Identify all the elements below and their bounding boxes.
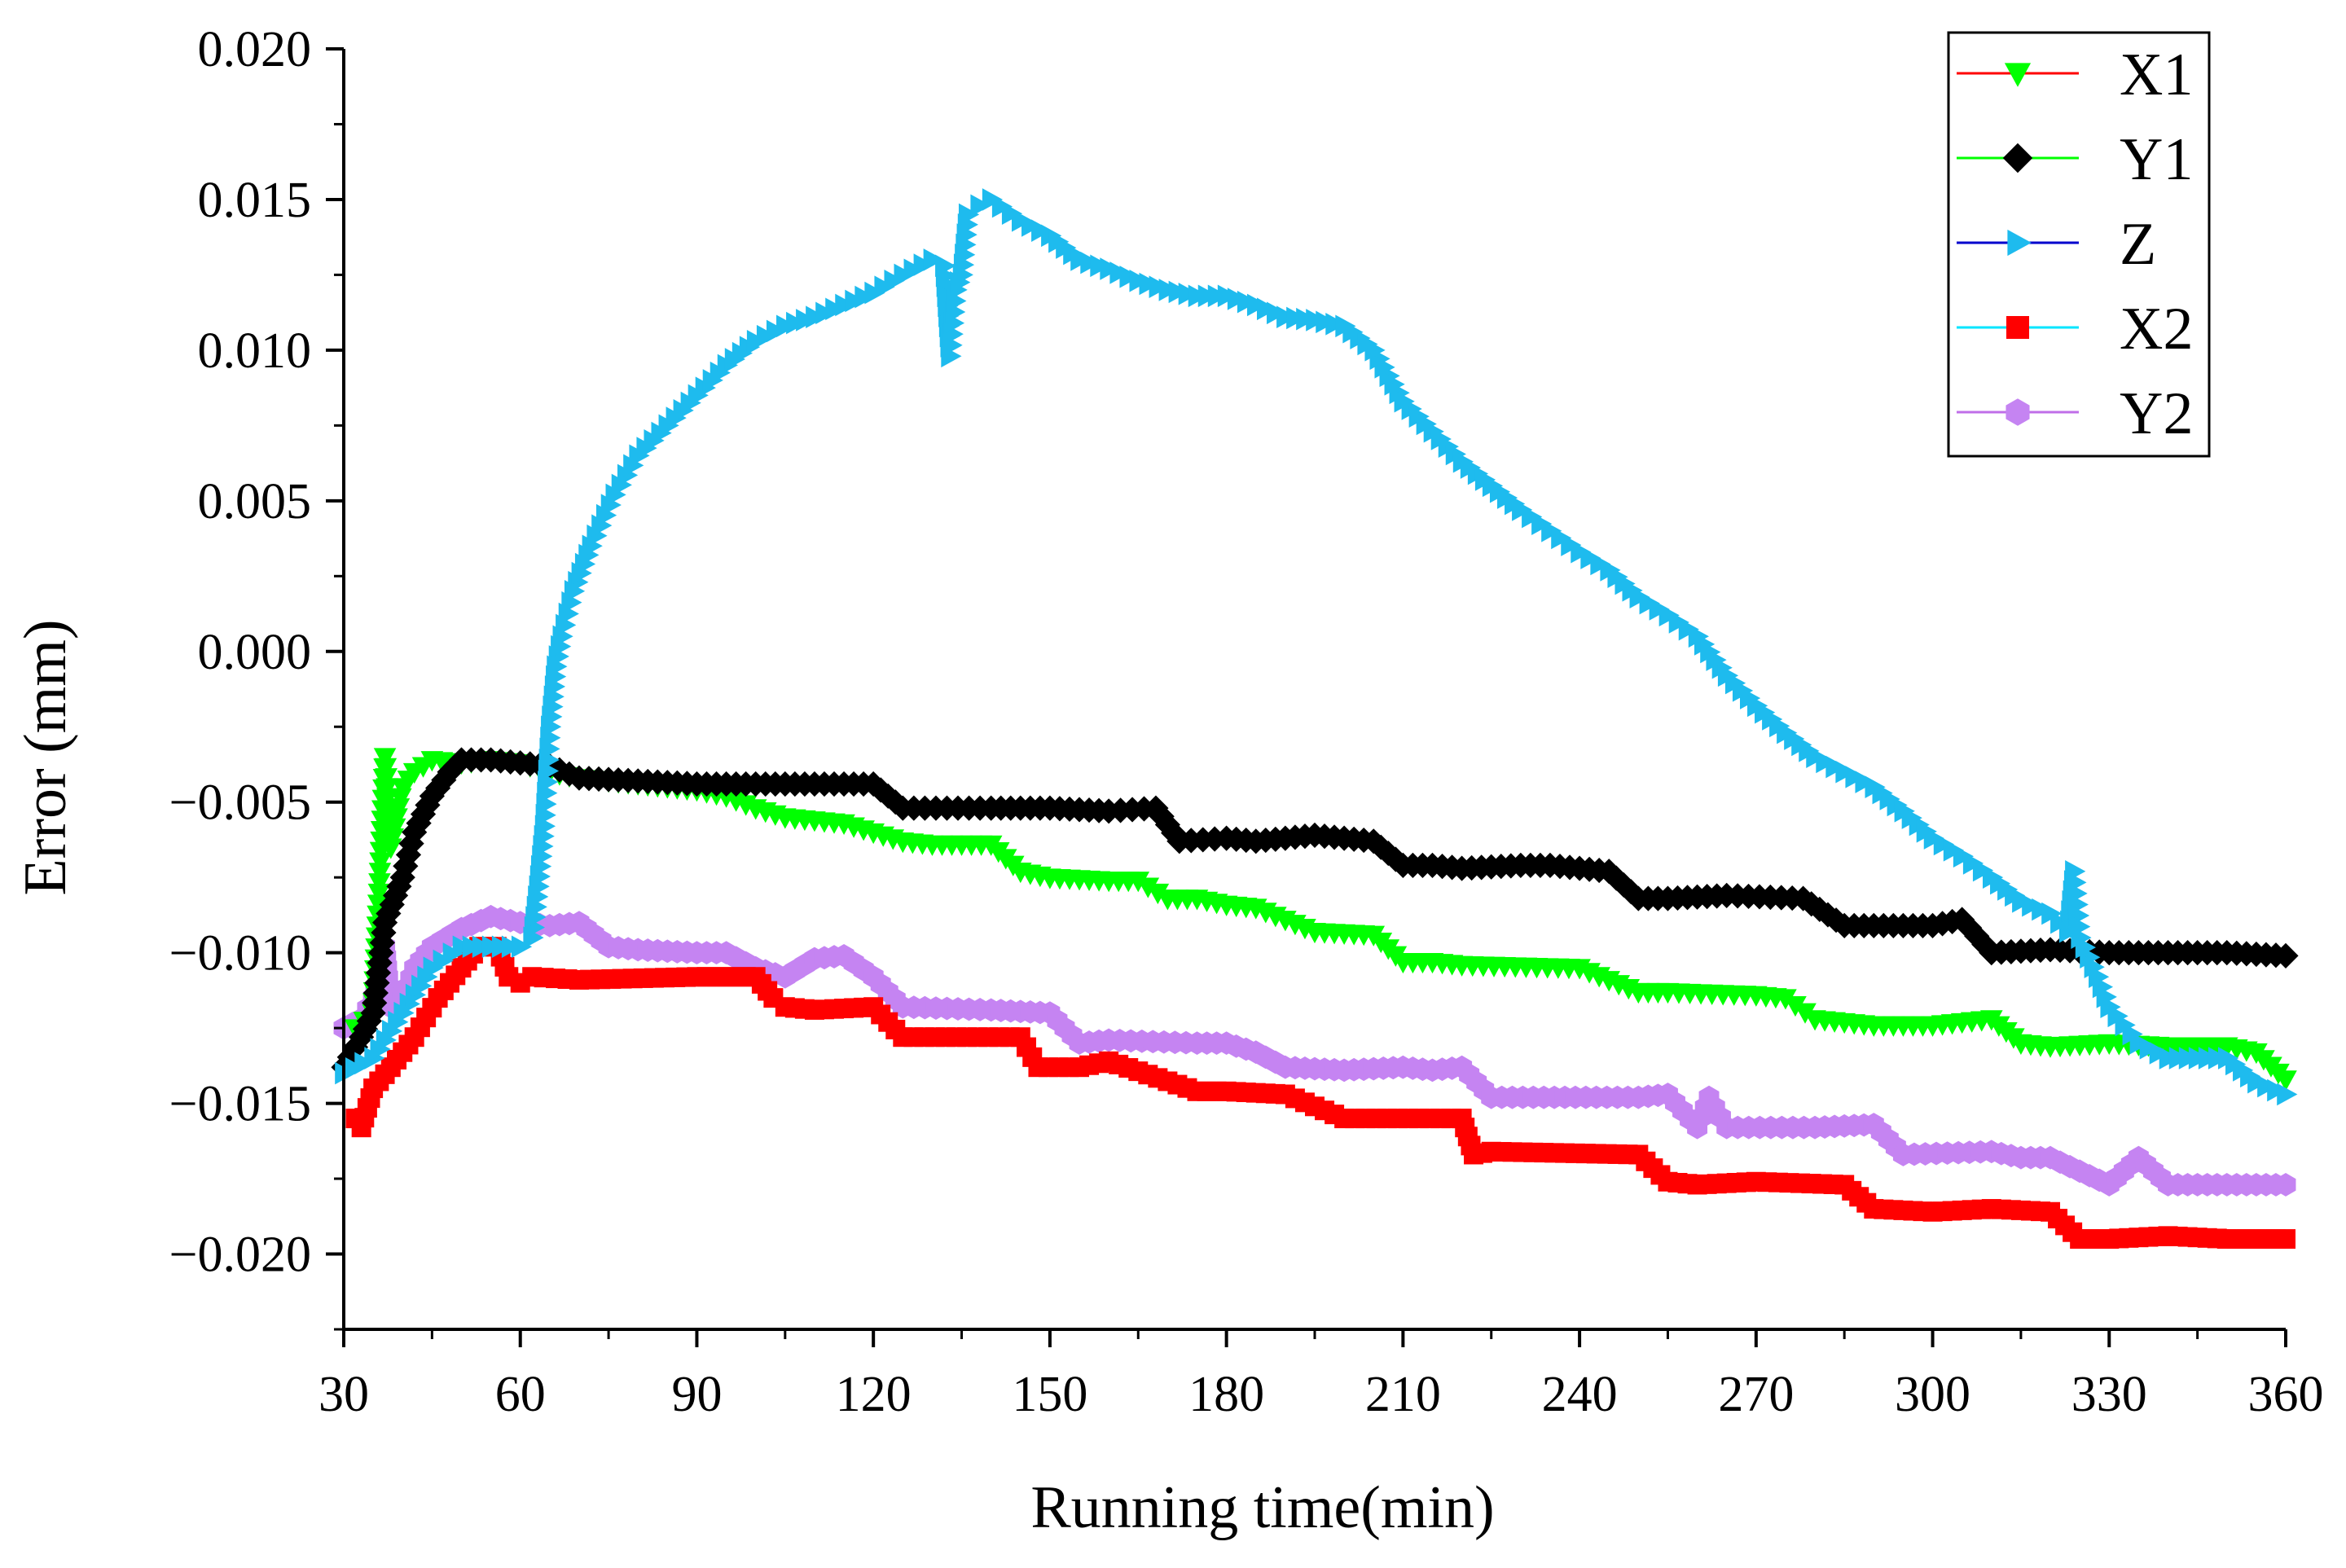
x-tick-label: 330 bbox=[2071, 1367, 2147, 1422]
data-point bbox=[381, 828, 405, 850]
data-point bbox=[389, 788, 412, 809]
y-tick-label: −0.005 bbox=[169, 775, 311, 831]
y-tick-label: 0.010 bbox=[198, 323, 312, 379]
data-point bbox=[1794, 1003, 1817, 1024]
data-point bbox=[387, 798, 411, 819]
legend-label-y2: Y2 bbox=[2120, 380, 2193, 447]
data-point bbox=[381, 1020, 403, 1043]
data-point bbox=[370, 1038, 391, 1061]
y-tick-label: 0.015 bbox=[198, 173, 312, 228]
data-point bbox=[368, 863, 392, 884]
x-tick-label: 360 bbox=[2248, 1367, 2324, 1422]
x-tick-label: 150 bbox=[1012, 1367, 1087, 1422]
data-point bbox=[1136, 877, 1160, 898]
x-tick-label: 210 bbox=[1365, 1367, 1441, 1422]
data-point bbox=[1368, 834, 1394, 860]
data-point bbox=[2274, 1070, 2297, 1091]
data-point bbox=[617, 463, 639, 487]
legend-marker-x1 bbox=[2004, 63, 2032, 87]
legend-marker-z bbox=[2007, 229, 2032, 257]
y-tick-label: −0.015 bbox=[169, 1077, 311, 1132]
legend-marker-y2 bbox=[2006, 398, 2030, 426]
legend-box bbox=[1947, 31, 2211, 458]
legend: X1 Y1 Z X2 Y2 bbox=[1947, 31, 2211, 458]
data-point bbox=[399, 992, 420, 1016]
data-point bbox=[511, 935, 533, 959]
series-layer bbox=[331, 188, 2299, 1250]
data-point bbox=[882, 789, 908, 815]
data-point bbox=[1146, 883, 1170, 905]
data-point bbox=[369, 852, 392, 873]
data-point bbox=[368, 873, 391, 894]
x-tick-label: 240 bbox=[1542, 1367, 1618, 1422]
data-point bbox=[367, 883, 391, 905]
series-y1 bbox=[331, 747, 2299, 1080]
y-tick-label: −0.020 bbox=[169, 1228, 311, 1283]
legend-marker-x2 bbox=[2006, 316, 2029, 339]
data-point bbox=[623, 454, 644, 477]
data-point bbox=[611, 473, 632, 497]
data-point bbox=[2276, 1229, 2295, 1250]
data-point bbox=[1127, 872, 1150, 893]
data-point bbox=[2275, 1173, 2296, 1197]
legend-label-z: Z bbox=[2120, 211, 2156, 278]
y-tick-label: 0.000 bbox=[198, 625, 312, 680]
data-point bbox=[393, 1001, 415, 1025]
data-point bbox=[1360, 828, 1386, 854]
series-z bbox=[335, 188, 2298, 1106]
legend-label-x1: X1 bbox=[2120, 42, 2193, 108]
data-point bbox=[1784, 995, 1807, 1017]
data-point bbox=[605, 483, 626, 507]
x-tick-label: 30 bbox=[319, 1367, 369, 1422]
data-point bbox=[411, 974, 433, 998]
data-point bbox=[395, 841, 422, 868]
data-point bbox=[970, 194, 991, 217]
axes: −0.020 −0.015 −0.010 −0.005 0.000 0.005 0.010 0… bbox=[169, 22, 2324, 1422]
x-tick-label: 60 bbox=[495, 1367, 546, 1422]
data-point bbox=[385, 808, 408, 829]
data-point bbox=[398, 830, 424, 857]
data-point bbox=[923, 248, 944, 271]
data-point bbox=[379, 838, 402, 859]
y-tick-label: 0.020 bbox=[198, 22, 312, 77]
series-line-x2 bbox=[354, 945, 2286, 1241]
data-point bbox=[1774, 989, 1797, 1010]
data-point bbox=[1618, 879, 1644, 905]
y-axis-title: Error (mm) bbox=[12, 619, 79, 895]
legend-label-x2: X2 bbox=[2120, 296, 2193, 362]
data-point bbox=[393, 853, 419, 879]
data-point bbox=[376, 1029, 397, 1052]
x-axis-title: Running time(min) bbox=[1030, 1474, 1494, 1541]
data-point bbox=[875, 783, 901, 809]
data-point bbox=[364, 1047, 385, 1069]
y-tick-label: −0.010 bbox=[169, 926, 311, 982]
x-tick-label: 120 bbox=[836, 1367, 912, 1422]
data-point bbox=[383, 818, 406, 839]
x-tick-label: 300 bbox=[1895, 1367, 1970, 1422]
data-point bbox=[405, 983, 427, 1007]
data-point bbox=[415, 792, 441, 819]
legend-marker-y1 bbox=[2002, 143, 2033, 173]
data-point bbox=[1161, 820, 1187, 846]
data-point bbox=[406, 810, 432, 837]
data-point bbox=[2273, 942, 2299, 968]
data-point bbox=[2277, 1083, 2298, 1106]
data-point bbox=[417, 965, 438, 989]
y-tick-label: 0.005 bbox=[198, 474, 312, 529]
series-x1 bbox=[344, 748, 2297, 1091]
data-point bbox=[958, 203, 980, 226]
x-tick-label: 270 bbox=[1718, 1367, 1794, 1422]
series-x2 bbox=[345, 937, 2295, 1250]
data-point bbox=[388, 1010, 409, 1034]
legend-label-y1: Y1 bbox=[2120, 126, 2193, 193]
data-point bbox=[1149, 803, 1175, 829]
x-tick-label: 90 bbox=[671, 1367, 722, 1422]
x-tick-label: 180 bbox=[1188, 1367, 1264, 1422]
